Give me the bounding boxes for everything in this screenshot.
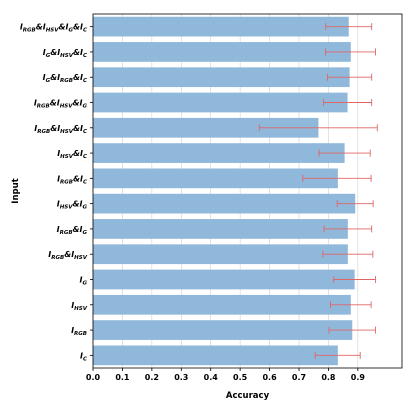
x-tick-label: 0.5 (233, 373, 248, 382)
error-bar (325, 23, 373, 31)
category-label: IRGB&IHSV&IG&IC (20, 23, 87, 34)
error-bar (314, 351, 361, 359)
plot-frame (92, 13, 403, 369)
bar (93, 168, 338, 189)
category-label: IHSV&IC (57, 149, 87, 160)
bar (93, 92, 348, 113)
category-label: IHSV&IG (57, 200, 88, 211)
error-bar (323, 225, 373, 233)
y-axis-title: Input (11, 178, 21, 203)
category-label: IHSV (71, 301, 88, 312)
category-label: IRGB&IHSV (48, 250, 87, 261)
error-bar (258, 124, 378, 132)
bar (93, 117, 319, 138)
error-bar-layer (258, 23, 378, 359)
category-label: IRGB&IHSV&IG (34, 99, 88, 110)
x-tick-label: 0.6 (262, 373, 277, 382)
bar (93, 269, 355, 290)
bar (93, 219, 348, 239)
category-label: IG&IHSV&IC (43, 48, 87, 59)
bar (93, 345, 338, 366)
bar (93, 320, 353, 340)
category-label: IRGB&IC (57, 174, 87, 185)
error-bar (322, 250, 374, 258)
error-bar (328, 326, 376, 334)
category-label: IG&IRGB&IC (43, 73, 87, 84)
error-bar (325, 48, 376, 56)
error-bar (333, 276, 376, 283)
category-label: IC (80, 351, 87, 362)
bar (93, 67, 350, 88)
x-tick-label: 0.1 (115, 373, 130, 382)
category-label: IRGB&IG (57, 225, 88, 236)
category-label: IRGB&IHSV&IC (34, 124, 87, 135)
bar (93, 42, 351, 62)
error-bar (330, 301, 372, 309)
error-bar (336, 200, 374, 208)
x-tick-label: 0.4 (204, 373, 219, 382)
bar (93, 294, 351, 315)
x-tick-label: 0.0 (86, 373, 101, 382)
x-tick-label: 0.3 (174, 373, 188, 382)
category-label: IRGB (71, 326, 87, 337)
category-label: IG (80, 276, 88, 287)
y-category-layer: IC IRGB IHSV IG IRGB&IHSV IRGB&IG IHSV&IG IRGB&… (20, 23, 93, 362)
bar (93, 143, 345, 163)
error-bar (322, 99, 373, 106)
x-tick-label: 0.8 (321, 373, 336, 382)
error-bar (318, 149, 371, 157)
error-bar (327, 73, 373, 81)
x-tick-label: 0.7 (292, 373, 306, 382)
bar (93, 16, 349, 37)
x-axis-title: Accuracy (226, 391, 270, 401)
x-tick-label: 0.2 (145, 373, 159, 382)
error-bar (302, 174, 372, 182)
x-tick-layer: 0.0 0.1 0.2 0.3 0.4 0.5 0.6 0.7 0.8 0.9 (86, 368, 365, 382)
x-tick-label: 0.9 (351, 373, 366, 382)
bar (93, 193, 356, 214)
bar (93, 244, 348, 265)
bar-layer (93, 16, 356, 366)
